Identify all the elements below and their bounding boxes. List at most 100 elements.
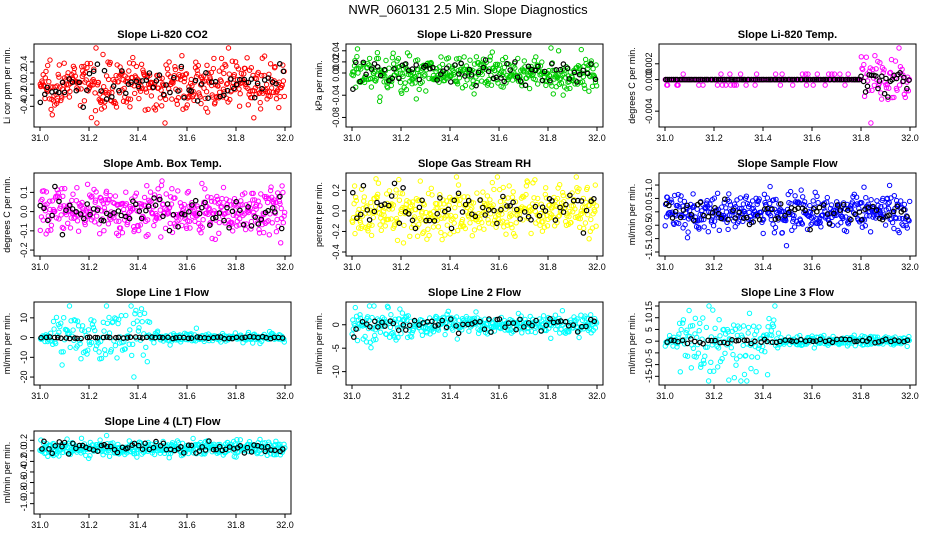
reference-point — [248, 76, 255, 82]
panel-title: Slope Line 3 Flow — [741, 287, 834, 299]
data-point — [567, 85, 573, 92]
data-point — [560, 92, 566, 98]
data-point — [388, 216, 394, 222]
data-point — [98, 355, 105, 362]
data-point — [765, 324, 771, 330]
y-axis-label: kPa per min. — [314, 60, 324, 111]
data-point — [424, 236, 430, 242]
data-point — [903, 222, 909, 229]
data-point — [746, 310, 753, 316]
data-point — [350, 72, 356, 79]
reference-point — [151, 195, 157, 201]
reference-point — [677, 76, 684, 83]
reference-point — [63, 207, 69, 214]
data-point — [678, 326, 684, 333]
x-tick-label: 31.6 — [490, 391, 508, 401]
data-point — [893, 215, 899, 222]
panel-title: Slope Sample Flow — [737, 158, 838, 170]
data-point — [829, 71, 835, 77]
data-point — [137, 78, 143, 84]
y-tick-label: -0.4 — [19, 99, 29, 115]
data-point — [56, 216, 62, 222]
data-point — [413, 96, 419, 102]
data-point — [88, 339, 95, 346]
data-point — [48, 222, 55, 229]
data-point — [268, 184, 274, 190]
reference-point — [437, 195, 443, 201]
data-point — [428, 185, 434, 192]
data-point — [451, 220, 457, 226]
data-point — [219, 203, 225, 210]
data-point — [487, 197, 493, 203]
panel-title: Slope Line 4 (LT) Flow — [105, 416, 221, 428]
data-point — [83, 77, 89, 83]
data-point — [864, 213, 870, 219]
data-point — [410, 199, 416, 205]
data-point — [174, 101, 181, 107]
reference-point — [894, 203, 901, 210]
data-point — [719, 82, 726, 88]
data-point — [195, 62, 202, 69]
data-point — [500, 184, 506, 191]
reference-point — [350, 86, 356, 93]
data-point — [710, 307, 716, 313]
data-point — [783, 217, 789, 224]
data-point — [588, 58, 594, 64]
x-tick-label: 31.8 — [539, 391, 557, 401]
data-point — [578, 46, 584, 53]
data-point — [874, 198, 880, 204]
data-point — [512, 65, 518, 71]
reference-point — [273, 80, 279, 87]
data-point — [889, 219, 896, 226]
data-point — [88, 194, 94, 200]
data-point — [828, 202, 835, 208]
data-point — [675, 191, 681, 198]
reference-point — [566, 76, 573, 82]
data-point — [520, 217, 526, 223]
data-point — [508, 212, 515, 219]
data-point — [557, 182, 563, 188]
data-point — [245, 102, 252, 108]
data-point — [756, 196, 762, 202]
x-tick-label: 31.6 — [490, 262, 508, 272]
reference-point — [110, 83, 117, 89]
data-point — [398, 88, 404, 94]
data-point — [904, 343, 910, 350]
data-point — [541, 224, 548, 230]
reference-point — [878, 73, 885, 80]
data-point — [138, 306, 145, 312]
data-point — [772, 224, 779, 231]
data-point — [728, 345, 734, 351]
x-tick-label: 32.0 — [276, 391, 294, 401]
reference-point — [491, 207, 497, 214]
data-point — [799, 71, 806, 77]
data-point — [441, 201, 447, 207]
x-tick-label: 31.4 — [754, 391, 772, 401]
data-point — [281, 93, 288, 100]
reference-point — [856, 209, 863, 215]
data-point — [65, 220, 71, 227]
data-point — [814, 193, 820, 200]
reference-point — [494, 220, 500, 227]
data-point — [863, 54, 869, 60]
data-point — [717, 333, 723, 339]
y-tick-label: 0.00 — [331, 64, 341, 82]
reference-point — [475, 69, 482, 76]
data-point — [826, 71, 832, 77]
reference-point — [368, 66, 375, 72]
reference-point — [591, 196, 597, 202]
data-point — [274, 216, 280, 223]
data-point — [94, 120, 100, 126]
reference-point — [746, 221, 753, 228]
data-point — [727, 71, 733, 77]
reference-point — [528, 217, 534, 223]
data-point — [592, 208, 598, 215]
data-point — [56, 329, 62, 335]
data-point — [469, 233, 475, 239]
data-point — [185, 188, 192, 195]
reference-point — [580, 230, 587, 236]
data-point — [157, 207, 164, 213]
data-point — [675, 82, 681, 88]
data-point — [409, 202, 415, 208]
